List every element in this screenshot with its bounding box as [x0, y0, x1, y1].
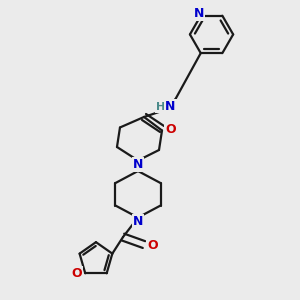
Text: N: N — [165, 100, 176, 113]
Text: O: O — [71, 267, 82, 280]
Text: N: N — [194, 7, 204, 20]
Text: O: O — [165, 123, 176, 136]
Text: H: H — [156, 102, 165, 112]
Text: N: N — [133, 215, 143, 228]
Text: N: N — [133, 158, 143, 171]
Text: O: O — [147, 239, 158, 252]
